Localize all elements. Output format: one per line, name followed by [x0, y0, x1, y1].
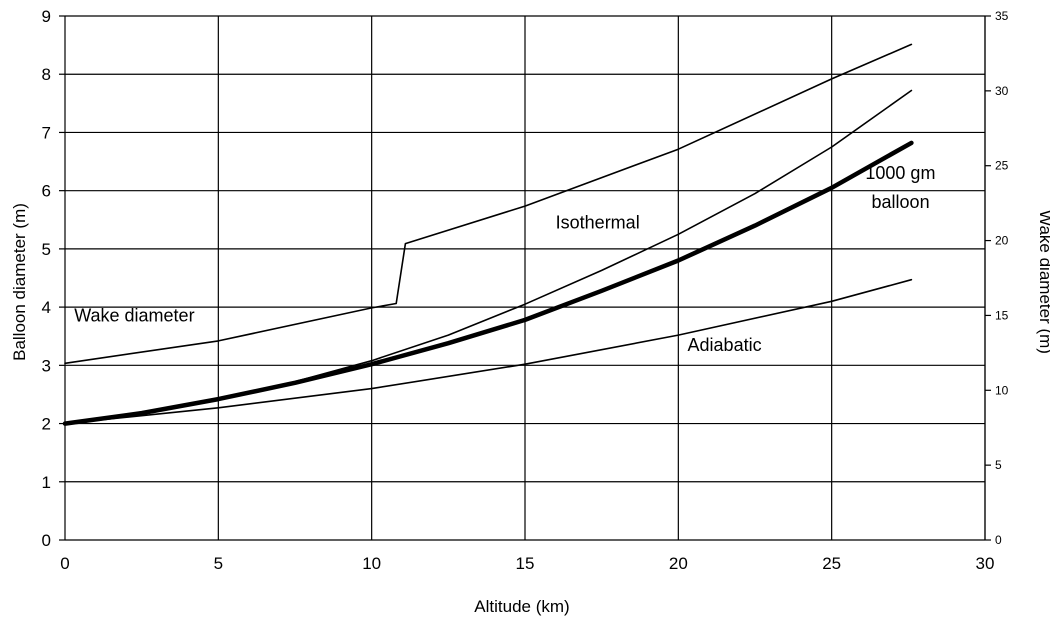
y-tick-label: 0 — [42, 531, 51, 550]
y-tick-label: 6 — [42, 182, 51, 201]
series-group — [62, 43, 914, 426]
y-tick-label: 8 — [42, 65, 51, 84]
y-tick-label: 3 — [42, 356, 51, 375]
annotation-label: Isothermal — [556, 213, 640, 233]
series-line-1000-gm-balloon — [62, 140, 914, 426]
y-tick-label: 2 — [42, 415, 51, 434]
annotations: Wake diameter Isothermal Adiabatic 1000 gm b… — [74, 163, 935, 355]
x-tick-label: 0 — [60, 554, 69, 573]
y-tick-label: 9 — [42, 7, 51, 26]
y-tick-label: 1 — [42, 473, 51, 492]
x-axis-title: Altitude (km) — [474, 597, 569, 616]
y2-tick-label: 15 — [995, 308, 1009, 322]
y2-tick-label: 25 — [995, 159, 1009, 173]
x-tick-label: 25 — [822, 554, 841, 573]
y-tick-label: 7 — [42, 123, 51, 142]
grid — [59, 15, 991, 541]
series-line-adiabatic — [64, 278, 913, 425]
y2-axis-title: Wake diameter (m) — [1036, 210, 1050, 354]
y2-tick-label: 10 — [995, 383, 1009, 397]
y2-tick-label: 35 — [995, 9, 1009, 23]
series-line-wake-diameter — [64, 43, 913, 365]
y-tick-label: 5 — [42, 240, 51, 259]
y2-tick-label: 5 — [995, 458, 1002, 472]
y2-tick-label: 30 — [995, 84, 1009, 98]
series-line-isothermal — [64, 89, 913, 425]
y-axis-title: Balloon diameter (m) — [10, 203, 29, 361]
annotation-label: Adiabatic — [688, 335, 762, 355]
annotation-label: Wake diameter — [74, 306, 194, 326]
x-tick-label: 20 — [669, 554, 688, 573]
x-tick-label: 5 — [214, 554, 223, 573]
x-tick-label: 30 — [976, 554, 995, 573]
x-tick-label: 15 — [516, 554, 535, 573]
y2-tick-label: 20 — [995, 234, 1009, 248]
y-tick-label: 4 — [42, 298, 51, 317]
annotation-label: balloon — [872, 192, 930, 212]
x-tick-label: 10 — [362, 554, 381, 573]
y2-tick-label: 0 — [995, 533, 1002, 547]
annotation-label: 1000 gm — [865, 163, 935, 183]
